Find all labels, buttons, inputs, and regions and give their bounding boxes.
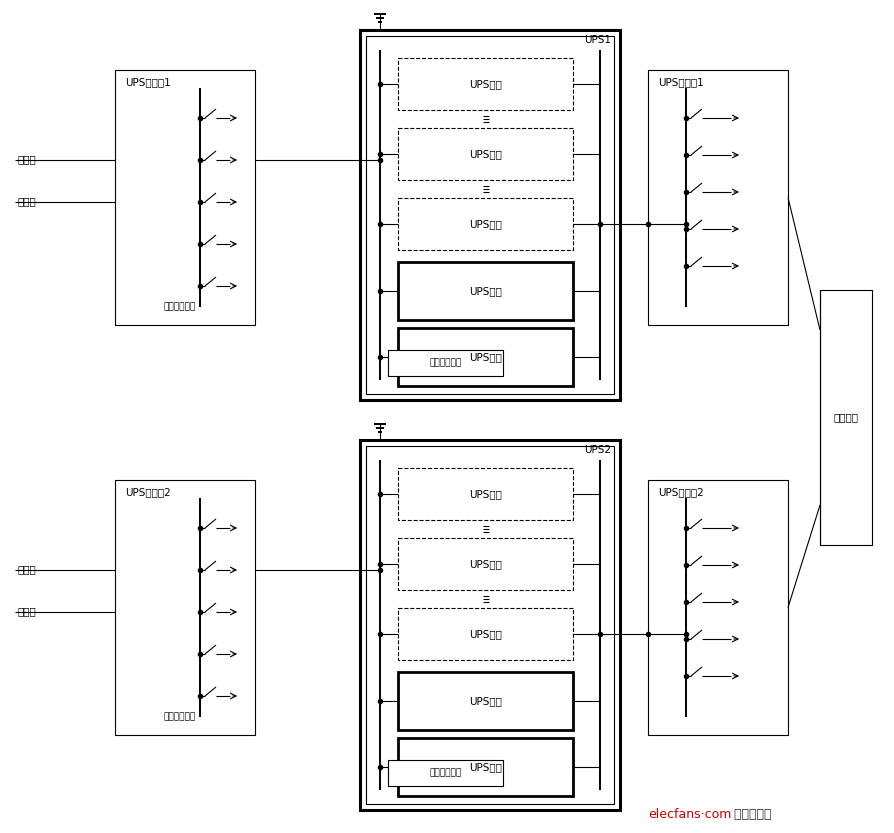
Text: UPS模块: UPS模块 [469,149,502,159]
Text: UPS输入柜2: UPS输入柜2 [125,487,171,497]
Bar [360,440,620,810]
Bar [398,328,573,386]
Bar [115,70,255,325]
Bar [398,538,573,590]
Bar [398,468,573,520]
Bar [648,480,788,735]
Text: UPS输出柜2: UPS输出柜2 [658,487,704,497]
Text: 输入备: 输入备 [17,606,36,616]
Text: 输入主: 输入主 [17,154,36,164]
Text: UPS输入柜1: UPS输入柜1 [125,77,171,87]
Bar [366,446,614,804]
Text: 手动切换开关: 手动切换开关 [163,712,195,721]
Bar [648,70,788,325]
Bar [388,350,503,376]
Text: UPS模块: UPS模块 [469,219,502,229]
Bar [398,262,573,320]
Text: UPS2: UPS2 [585,445,611,455]
Bar [820,290,872,545]
Bar [360,30,620,400]
Text: 手动切换开关: 手动切换开关 [163,302,195,312]
Text: 用电设备: 用电设备 [833,412,858,422]
Bar [366,36,614,394]
Text: 输入主: 输入主 [17,564,36,574]
Text: 交流配电单元: 交流配电单元 [429,358,461,367]
Bar [398,198,573,250]
Text: 交流配电单元: 交流配电单元 [429,769,461,777]
Text: UPS1: UPS1 [585,35,611,45]
Text: UPS模块: UPS模块 [469,79,502,89]
Text: UPS模块: UPS模块 [469,286,502,296]
Text: 电子发烧友: 电子发烧友 [730,809,772,821]
Text: UPS模块: UPS模块 [469,696,502,706]
Bar [398,58,573,110]
Bar [388,760,503,786]
Text: UPS模块: UPS模块 [469,629,502,639]
Bar [398,672,573,730]
Text: UPS输出柜1: UPS输出柜1 [658,77,704,87]
Text: 输入备: 输入备 [17,196,36,206]
Text: UPS模块: UPS模块 [469,489,502,499]
Bar [115,480,255,735]
Text: UPS模块: UPS模块 [469,762,502,772]
Text: elecfans·com: elecfans·com [648,809,731,821]
Text: UPS模块: UPS模块 [469,559,502,569]
Bar [398,128,573,180]
Text: UPS模块: UPS模块 [469,352,502,362]
Bar [398,608,573,660]
Bar [398,738,573,796]
